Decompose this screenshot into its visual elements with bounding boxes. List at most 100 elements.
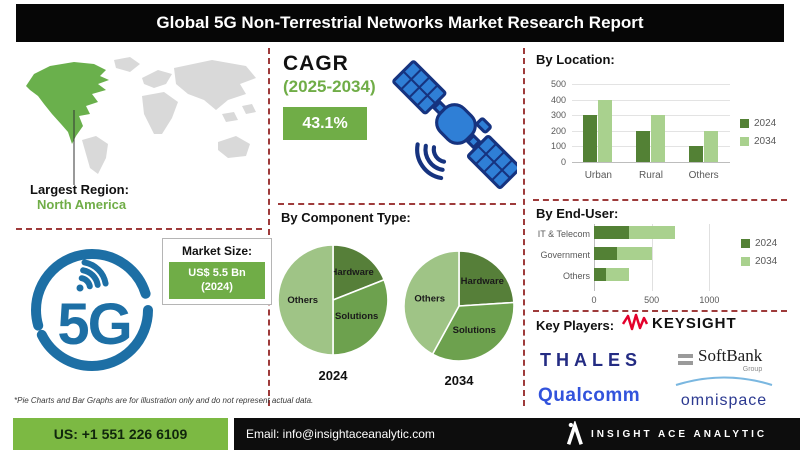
softbank-wordmark: SoftBank [698, 346, 763, 365]
by-location-chart: 2024 2034 0 100 200 300 400 500 Urban Rural Othe… [538, 78, 790, 194]
bar-urban-2024 [583, 115, 598, 162]
bar-segment-2024 [594, 268, 606, 281]
footer-brand-name: INSIGHT ACE ANALYTIC [591, 428, 768, 440]
market-size-card: Market Size: US$ 5.5 Bn (2024) [162, 238, 272, 305]
legend-swatch-2024 [740, 119, 749, 128]
x-axis-tick: 500 [644, 295, 660, 305]
divider-middle-column [278, 203, 516, 205]
bar-others-2034 [703, 130, 718, 162]
map-region-north-america [26, 62, 109, 144]
world-map [26, 57, 256, 185]
y-axis-tick: 200 [550, 125, 566, 136]
bar-segment-2034 [628, 226, 675, 239]
row-category-label: Others [562, 271, 590, 281]
bar-segment-2024 [594, 226, 629, 239]
softbank-group-label: Group [742, 366, 763, 373]
omnispace-arc-icon [675, 376, 773, 386]
logo-softbank: SoftBank Group [678, 346, 762, 373]
svg-text:Hardware: Hardware [461, 276, 504, 287]
bar-rural-2034 [651, 115, 665, 162]
footer-email: Email: info@insightaceanalytic.com [246, 427, 435, 441]
logo-thales: THALES [540, 350, 642, 370]
bar-rural-2024 [636, 130, 650, 162]
svg-text:Solutions: Solutions [335, 311, 378, 322]
signal-arcs-icon [415, 142, 447, 181]
section-title-by-location: By Location: [536, 52, 615, 67]
footer-phone-badge: US: +1 551 226 6109 [13, 418, 228, 450]
bar-segment-2034 [617, 247, 652, 260]
row-category-label: Government [540, 250, 590, 260]
x-axis-category: Urban [584, 170, 612, 181]
footer-brand-lockup: INSIGHT ACE ANALYTIC [565, 421, 767, 447]
y-axis-tick: 400 [550, 94, 566, 105]
divider-vertical-right [523, 48, 525, 406]
logo-qualcomm: Qualcomm [538, 385, 641, 406]
section-title-by-component: By Component Type: [281, 210, 411, 225]
row-category-label: IT & Telecom [537, 229, 590, 239]
market-size-year: (2024) [201, 281, 233, 294]
legend-item-2034: 2034 [740, 136, 776, 147]
bar-segment-2024 [594, 247, 618, 260]
legend-item-2024: 2024 [740, 118, 776, 129]
legend-label-2024: 2024 [754, 118, 777, 129]
divider-vertical-left [268, 48, 270, 406]
pie-chart-2024: Hardware Solutions Others [277, 244, 389, 356]
pie-slice-solutions [431, 301, 515, 362]
logo-omnispace: omnispace [672, 374, 776, 410]
y-axis-tick: 0 [560, 157, 566, 167]
cagr-value-badge: 43.1% [283, 107, 367, 140]
pie-slice-others [277, 244, 334, 356]
logo-keysight: KEYSIGHT [622, 313, 737, 333]
y-axis-tick: 500 [550, 79, 566, 89]
legend-label-2034: 2034 [754, 136, 777, 147]
5g-network-icon: 5G [31, 249, 153, 371]
pie-year-2034: 2034 [444, 373, 474, 388]
market-size-amount: US$ 5.5 Bn [188, 267, 246, 279]
divider-right-bottom [533, 310, 787, 312]
bar-segment-2034 [605, 268, 629, 281]
by-end-user-legend: 2024 2034 [741, 238, 777, 274]
keysight-wordmark: KEYSIGHT [652, 314, 737, 332]
svg-text:Solutions: Solutions [453, 325, 496, 336]
largest-region-value: North America [37, 197, 127, 212]
section-title-by-end-user: By End-User: [536, 206, 619, 221]
pie-year-2024: 2024 [318, 368, 348, 383]
pie-chart-2034: Hardware Solutions Others [403, 250, 515, 362]
satellite-icon [392, 60, 517, 190]
largest-region-label: Largest Region: [30, 182, 129, 197]
y-axis-tick: 300 [550, 110, 566, 121]
svg-text:5G: 5G [57, 292, 130, 357]
page-title: Global 5G Non-Terrestrial Networks Marke… [16, 4, 784, 42]
insight-ace-logo-icon [566, 421, 583, 445]
softbank-bars-icon [678, 354, 693, 365]
cagr-label: CAGR [283, 52, 349, 75]
pie-slice-hardware [332, 244, 386, 302]
pie-slice-solutions [332, 278, 389, 356]
divider-right-top [533, 199, 787, 201]
x-axis-category: Rural [639, 170, 663, 181]
y-axis-tick: 100 [550, 141, 566, 152]
market-size-label: Market Size: [181, 244, 253, 258]
by-location-legend: 2024 2034 [740, 118, 776, 154]
legend-label-2034: 2034 [755, 256, 778, 267]
by-end-user-chart: 2024 2034 0 500 1000 IT & Telecom Government… [536, 224, 788, 308]
wifi-arcs-icon [78, 259, 109, 290]
disclaimer-footnote: *Pie Charts and Bar Graphs are for illus… [14, 396, 314, 405]
legend-item-2024: 2024 [741, 238, 777, 249]
x-axis-tick: 0 [591, 295, 597, 305]
legend-label-2024: 2024 [755, 238, 778, 249]
cagr-period: (2025-2034) [283, 77, 376, 96]
footer-bar [234, 418, 800, 450]
divider-left-column [16, 228, 262, 230]
bar-urban-2034 [598, 99, 613, 162]
market-size-value: US$ 5.5 Bn (2024) [169, 262, 265, 299]
svg-text:Others: Others [414, 294, 445, 305]
svg-text:Others: Others [287, 295, 318, 306]
legend-swatch-2034 [741, 257, 750, 266]
x-axis-category: Others [688, 170, 719, 181]
legend-item-2034: 2034 [741, 256, 777, 267]
x-axis-tick: 1000 [699, 295, 720, 305]
section-title-key-players: Key Players: [536, 318, 615, 333]
svg-text:Hardware: Hardware [331, 267, 374, 278]
keysight-pulse-icon [622, 313, 648, 331]
